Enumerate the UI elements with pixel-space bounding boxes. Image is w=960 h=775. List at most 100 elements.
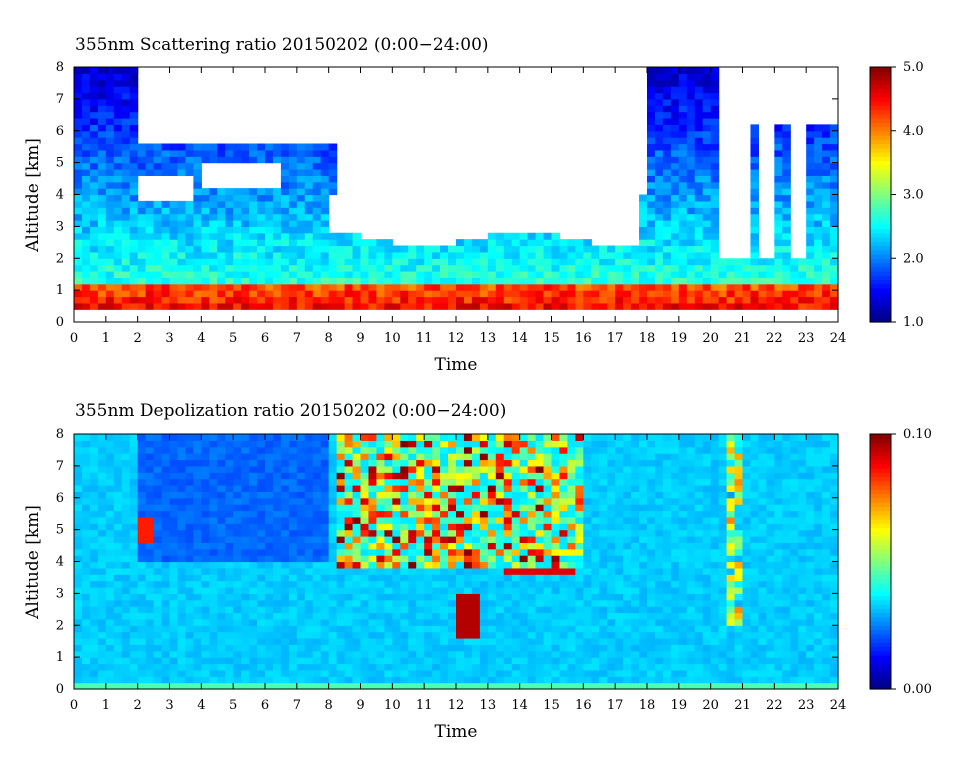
heatmap-cell (193, 252, 202, 259)
heatmap-cell (703, 73, 712, 80)
heatmap-cell (177, 163, 186, 170)
heatmap-cell (639, 606, 648, 613)
heatmap-cell (599, 549, 608, 556)
heatmap-cell (750, 144, 759, 151)
heatmap-cell (416, 434, 425, 441)
heatmap-cell (281, 619, 290, 626)
heatmap-cell (241, 246, 250, 253)
heatmap-cell (782, 297, 791, 304)
heatmap-cell (257, 670, 266, 677)
heatmap-cell (154, 447, 163, 454)
heatmap-cell (456, 472, 465, 479)
heatmap-cell (106, 99, 115, 106)
heatmap-cell (146, 169, 155, 176)
heatmap-cell (774, 277, 783, 284)
heatmap-cell (154, 670, 163, 677)
heatmap-cell (559, 523, 568, 530)
heatmap-cell (353, 277, 362, 284)
heatmap-cell (114, 530, 123, 537)
heatmap-cell (273, 277, 282, 284)
heatmap-cell (297, 613, 306, 620)
heatmap-cell (528, 440, 537, 447)
heatmap-cell (345, 434, 354, 441)
heatmap-cell (130, 664, 139, 671)
heatmap-cell (353, 290, 362, 297)
heatmap-cell (607, 498, 616, 505)
heatmap-cell (138, 214, 147, 221)
heatmap-cell (297, 252, 306, 259)
heatmap-cell (456, 246, 465, 253)
heatmap-cell (201, 555, 210, 562)
heatmap-cell (313, 258, 322, 265)
heatmap-cell (464, 600, 473, 607)
heatmap-cell (384, 466, 393, 473)
heatmap-cell (305, 542, 314, 549)
heatmap-cell (297, 581, 306, 588)
heatmap-cell (647, 226, 656, 233)
heatmap-cell (106, 144, 115, 151)
heatmap-cell (162, 460, 171, 467)
heatmap-cell (305, 625, 314, 632)
heatmap-cell (162, 549, 171, 556)
heatmap-cell (337, 530, 346, 537)
heatmap-cell (488, 479, 497, 486)
heatmap-cell (750, 201, 759, 208)
heatmap-cell (416, 619, 425, 626)
colorbar-segment (870, 258, 891, 263)
heatmap-cell (130, 536, 139, 543)
heatmap-cell (225, 657, 234, 664)
heatmap-cell (177, 593, 186, 600)
heatmap-cell (647, 303, 656, 310)
heatmap-cell (233, 625, 242, 632)
heatmap-cell (575, 536, 584, 543)
heatmap-cell (536, 651, 545, 658)
heatmap-cell (265, 619, 274, 626)
heatmap-cell (241, 670, 250, 677)
heatmap-cell (170, 150, 179, 157)
heatmap-cell (719, 284, 728, 291)
heatmap-cell (217, 144, 226, 151)
heatmap-cell (432, 581, 441, 588)
heatmap-cell (353, 239, 362, 246)
heatmap-cell (544, 657, 553, 664)
heatmap-cell (416, 606, 425, 613)
heatmap-cell (679, 265, 688, 272)
heatmap-cell (201, 606, 210, 613)
heatmap-cell (639, 258, 648, 265)
heatmap-cell (583, 511, 592, 518)
heatmap-cell (201, 568, 210, 575)
heatmap-cell (559, 239, 568, 246)
heatmap-cell (225, 297, 234, 304)
heatmap-cell (201, 447, 210, 454)
heatmap-cell (384, 562, 393, 569)
heatmap-cell (74, 265, 83, 272)
heatmap-cell (496, 491, 505, 498)
heatmap-cell (719, 297, 728, 304)
heatmap-cell (114, 246, 123, 253)
heatmap-cell (472, 574, 481, 581)
heatmap-cell (567, 460, 576, 467)
heatmap-cell (671, 99, 680, 106)
heatmap-cell (98, 664, 107, 671)
heatmap-cell (193, 511, 202, 518)
heatmap-cell (146, 479, 155, 486)
heatmap-cell (313, 188, 322, 195)
heatmap-cell (257, 593, 266, 600)
heatmap-cell (703, 137, 712, 144)
heatmap-cell (177, 233, 186, 240)
heatmap-cell (520, 644, 529, 651)
heatmap-cell (74, 447, 83, 454)
heatmap-cell (82, 93, 91, 100)
heatmap-cell (281, 226, 290, 233)
heatmap-cell (376, 504, 385, 511)
heatmap-cell (512, 239, 521, 246)
heatmap-cell (257, 568, 266, 575)
heatmap-cell (154, 587, 163, 594)
heatmap-cell (177, 479, 186, 486)
heatmap-cell (138, 619, 147, 626)
heatmap-cell (512, 434, 521, 441)
heatmap-cell (353, 600, 362, 607)
heatmap-cell (591, 453, 600, 460)
heatmap-cell (695, 297, 704, 304)
heatmap-cell (321, 676, 330, 683)
